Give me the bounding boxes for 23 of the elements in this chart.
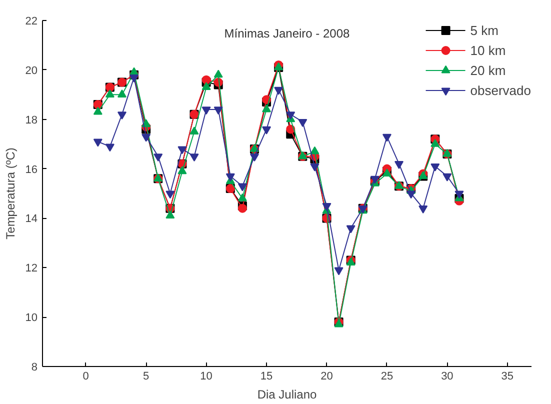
legend-label: 5 km [470,22,498,38]
y-tick-label: 14 [25,213,38,226]
text: Mínimas Janeiro - 2008 [224,26,350,40]
y-tick-label: 20 [25,64,38,77]
x-tick-label: 10 [200,370,212,382]
x-tick-label: 5 [143,370,150,382]
x-tick-label: 0 [82,370,89,382]
y-tick-label: 10 [25,312,38,324]
y-tick-label: 16 [25,164,38,176]
legend-label: observado [470,82,531,98]
legend-label: 10 km [470,42,506,58]
x-tick-label: 20 [320,370,333,382]
y-axis-title: Temperatura (ºC) [3,148,18,240]
x-tick-label: 35 [501,370,514,382]
x-tick-label: 30 [441,370,454,382]
x-axis-title: Dia Juliano [257,388,318,402]
legend-label: 20 km [470,62,506,78]
x-tick-label: 15 [260,370,273,382]
y-tick-label: 22 [25,16,38,28]
y-tick-label: 8 [31,362,38,374]
y-tick-label: 18 [25,114,38,126]
x-tick-label: 25 [380,370,394,382]
y-tick-label: 12 [25,262,38,275]
